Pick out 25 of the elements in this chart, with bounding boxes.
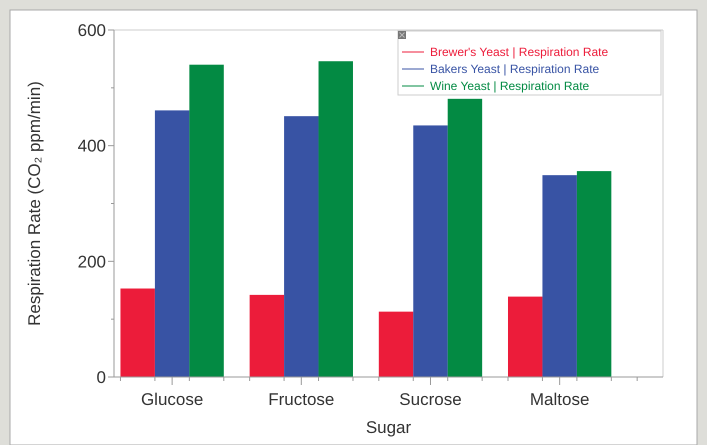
bar — [120, 288, 155, 377]
bar — [318, 61, 353, 377]
bar — [378, 312, 414, 377]
bar — [250, 294, 284, 377]
bar — [154, 110, 190, 377]
x-tick-label: Sucrose — [399, 390, 462, 409]
y-tick-label: 0 — [96, 368, 106, 387]
bar — [189, 64, 224, 377]
bar — [448, 98, 482, 377]
legend-label: Wine Yeast | Respiration Rate — [430, 79, 590, 94]
y-axis-title: Respiration Rate (CO₂ ppm/min) — [25, 81, 44, 326]
y-tick-label: 400 — [78, 136, 106, 156]
bar — [413, 125, 448, 377]
y-tick-label: 600 — [78, 20, 106, 40]
x-tick-label: Glucose — [140, 390, 204, 409]
bar — [284, 116, 319, 377]
bar — [508, 296, 542, 377]
x-axis-title: Sugar — [366, 418, 412, 437]
x-tick-label: Maltose — [530, 390, 590, 409]
bar — [542, 175, 577, 377]
y-tick-label: 200 — [78, 252, 106, 272]
legend-label: Bakers Yeast | Respiration Rate — [430, 62, 600, 76]
x-tick-label: Fructose — [268, 390, 334, 409]
legend-label: Brewer's Yeast | Respiration Rate — [430, 45, 608, 60]
bar — [576, 171, 612, 377]
